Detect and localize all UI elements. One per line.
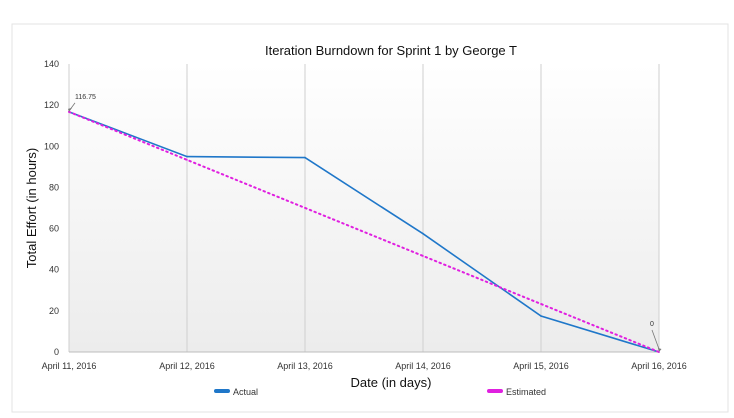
- y-tick-label: 140: [44, 59, 59, 69]
- plot-background: [69, 64, 659, 352]
- y-tick-label: 20: [49, 306, 59, 316]
- legend-swatch-estimated: [487, 389, 503, 393]
- data-point-estimated: [422, 255, 424, 257]
- data-point-estimated: [304, 207, 306, 209]
- x-tick-label: April 16, 2016: [631, 361, 687, 371]
- legend: Actual Estimated: [214, 387, 546, 397]
- y-axis-label: Total Effort (in hours): [24, 148, 39, 268]
- data-point-estimated: [540, 303, 542, 305]
- series-layer: [68, 110, 660, 353]
- x-tick-label: April 12, 2016: [159, 361, 215, 371]
- data-point-actual: [304, 156, 306, 159]
- series-line-actual: [68, 111, 660, 353]
- legend-label-actual: Actual: [233, 387, 258, 397]
- annotation-label: 116.75: [75, 94, 96, 101]
- legend-swatch-actual: [214, 389, 230, 393]
- y-tick-label: 0: [54, 347, 59, 357]
- x-axis-label: Date (in days): [351, 375, 432, 390]
- series-line-estimated: [68, 110, 660, 353]
- legend-label-estimated: Estimated: [506, 387, 546, 397]
- chart-title: Iteration Burndown for Sprint 1 by Georg…: [265, 43, 517, 58]
- y-tick-label: 100: [44, 141, 59, 151]
- x-tick-label: April 13, 2016: [277, 361, 333, 371]
- axis-layer: 0 20 40 60 80 100 120 140 April 11, 2016 April 12…: [42, 59, 687, 371]
- annotation-arrow: [68, 107, 72, 112]
- annotation-layer: 116.75 0: [68, 94, 662, 352]
- annotation-leader: [651, 329, 660, 351]
- data-point-actual: [186, 155, 188, 158]
- x-tick-label: April 15, 2016: [513, 361, 569, 371]
- x-tick-label: April 14, 2016: [395, 361, 451, 371]
- annotation-arrow: [658, 348, 662, 352]
- y-tick-label: 120: [44, 100, 59, 110]
- y-tick-label: 60: [49, 224, 59, 234]
- data-point-estimated: [186, 159, 188, 161]
- data-point-actual: [422, 232, 424, 235]
- data-point-actual: [540, 315, 542, 317]
- y-tick-label: 40: [49, 265, 59, 275]
- x-tick-label: April 11, 2016: [42, 361, 97, 371]
- annotation-label: 0: [650, 321, 654, 328]
- y-tick-label: 80: [49, 182, 59, 192]
